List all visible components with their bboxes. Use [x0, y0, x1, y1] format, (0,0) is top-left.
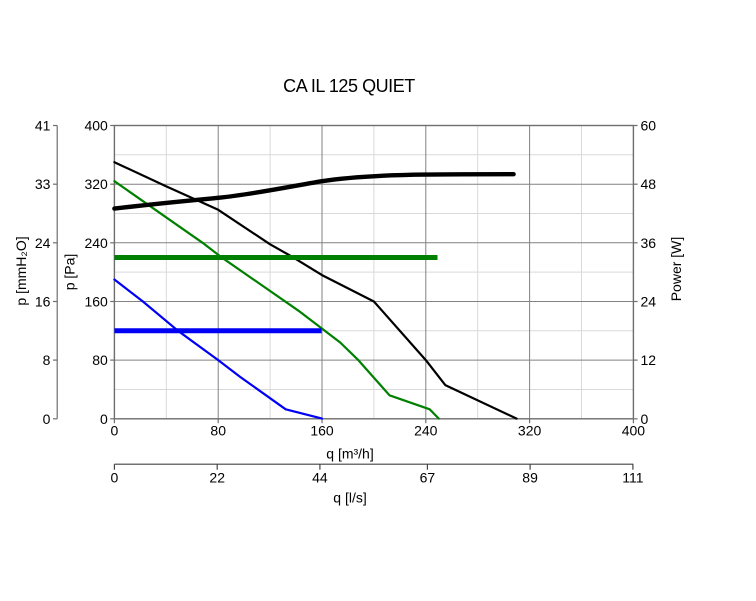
svg-text:q [l/s]: q [l/s]	[333, 489, 366, 505]
svg-text:p [Pa]: p [Pa]	[62, 254, 78, 291]
svg-text:160: 160	[84, 294, 108, 310]
svg-text:89: 89	[522, 470, 538, 486]
svg-text:0: 0	[641, 411, 649, 427]
svg-text:CA IL 125 QUIET: CA IL 125 QUIET	[283, 76, 415, 96]
svg-text:67: 67	[420, 470, 436, 486]
svg-text:36: 36	[641, 235, 657, 251]
svg-text:48: 48	[641, 176, 657, 192]
svg-text:0: 0	[111, 423, 119, 439]
svg-text:12: 12	[641, 352, 657, 368]
svg-text:41: 41	[35, 118, 51, 134]
svg-text:240: 240	[414, 423, 438, 439]
svg-text:320: 320	[518, 423, 542, 439]
svg-text:80: 80	[92, 352, 108, 368]
svg-text:0: 0	[43, 411, 51, 427]
svg-text:60: 60	[641, 118, 657, 134]
svg-text:44: 44	[312, 470, 328, 486]
svg-text:400: 400	[84, 118, 108, 134]
svg-text:Power [W]: Power [W]	[668, 237, 684, 302]
svg-text:0: 0	[100, 411, 108, 427]
svg-text:0: 0	[111, 470, 119, 486]
svg-text:22: 22	[209, 470, 225, 486]
svg-text:400: 400	[622, 423, 646, 439]
svg-text:80: 80	[210, 423, 226, 439]
svg-text:q [m³/h]: q [m³/h]	[326, 446, 373, 462]
svg-text:24: 24	[641, 294, 657, 310]
svg-text:16: 16	[35, 294, 51, 310]
svg-text:111: 111	[622, 470, 643, 486]
svg-text:8: 8	[43, 352, 51, 368]
svg-text:160: 160	[310, 423, 334, 439]
svg-text:24: 24	[35, 235, 51, 251]
svg-text:240: 240	[84, 235, 108, 251]
svg-text:320: 320	[84, 176, 108, 192]
svg-text:p [mmH₂O]: p [mmH₂O]	[13, 236, 29, 305]
svg-text:33: 33	[35, 176, 51, 192]
